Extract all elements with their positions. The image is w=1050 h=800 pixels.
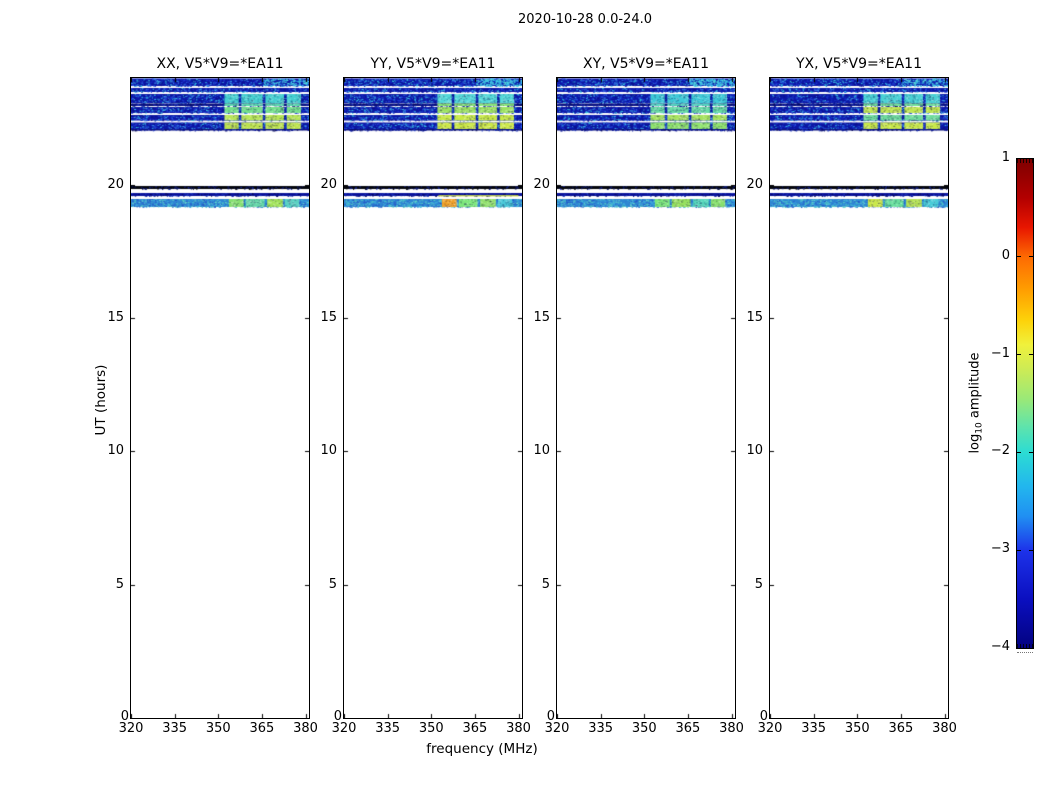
colorbar-label-prefix: log: [967, 433, 983, 454]
spectrogram-canvas-xy: [557, 78, 735, 718]
y-tick-label: 5: [754, 576, 763, 592]
x-tick-label: 320: [118, 721, 144, 736]
x-tick-label: 365: [462, 721, 488, 736]
colorbar-top-comb-ticks: [1017, 159, 1033, 163]
spectrogram-panel-xy: [556, 77, 736, 719]
y-tick-label: 0: [759, 709, 768, 724]
colorbar-bottom-comb-ticks: [1017, 644, 1033, 648]
colorbar-tick: [1029, 256, 1033, 258]
y-tick-label: 5: [328, 576, 337, 592]
colorbar-tick-label: −4: [990, 639, 1010, 654]
colorbar-tick: [1017, 354, 1021, 356]
spectrogram-canvas-yy: [344, 78, 522, 718]
panel-title-xy: XY, V5*V9=*EA11: [583, 56, 709, 72]
colorbar-tick: [1017, 549, 1021, 551]
y-tick-label: 15: [533, 310, 550, 325]
x-tick-label: 350: [418, 721, 444, 736]
colorbar-tick: [1029, 354, 1033, 356]
x-axis-label: frequency (MHz): [426, 741, 538, 757]
spectrogram-panel-xx: [130, 77, 310, 719]
x-tick-label: 365: [249, 721, 275, 736]
colorbar-tick: [1029, 451, 1033, 453]
y-tick-label: 10: [320, 443, 337, 459]
x-tick-label: 320: [331, 721, 357, 736]
colorbar-tick-label: 0: [1001, 247, 1010, 263]
x-tick-label: 380: [932, 721, 957, 736]
y-tick-label: 0: [120, 709, 129, 724]
y-tick-label: 10: [533, 443, 550, 459]
x-tick-label: 335: [375, 721, 401, 736]
x-tick-label: 335: [588, 721, 614, 736]
colorbar-tick: [1029, 549, 1033, 551]
y-tick-label: 20: [320, 176, 337, 192]
panel-title-yx: YX, V5*V9=*EA11: [796, 56, 922, 72]
x-tick-label: 365: [675, 721, 701, 736]
colorbar-tick: [1017, 256, 1021, 258]
spectrogram-canvas-yx: [770, 78, 948, 718]
x-tick-label: 365: [888, 721, 914, 736]
y-tick-label: 0: [333, 709, 342, 724]
y-tick-label: 5: [541, 576, 550, 592]
colorbar-label: log10 amplitude: [968, 352, 985, 453]
y-tick-label: 15: [746, 310, 763, 325]
y-tick-label: 20: [533, 176, 550, 192]
y-tick-label: 20: [746, 176, 763, 192]
colorbar-tick-label: −2: [990, 443, 1010, 459]
panel-title-xx: XX, V5*V9=*EA11: [156, 56, 284, 72]
colorbar-tick-label: 1: [1001, 150, 1010, 165]
y-axis-label: UT (hours): [93, 364, 109, 436]
x-tick-label: 350: [631, 721, 657, 736]
colorbar-tick-label: −3: [990, 541, 1010, 557]
x-tick-label: 380: [719, 721, 744, 736]
spectrogram-canvas-xx: [131, 78, 309, 718]
colorbar-tick-label: −1: [990, 345, 1010, 361]
colorbar-extend-dots: [1017, 652, 1033, 653]
x-tick-label: 350: [844, 721, 870, 736]
x-tick-label: 380: [293, 721, 318, 736]
y-tick-label: 0: [546, 709, 555, 724]
y-tick-label: 15: [320, 310, 337, 325]
x-tick-label: 320: [544, 721, 570, 736]
colorbar-label-suffix: amplitude: [967, 352, 983, 423]
y-tick-label: 20: [107, 176, 124, 192]
figure-title: 2020-10-28 0.0-24.0: [518, 12, 652, 27]
colorbar-label-subscript: 10: [974, 422, 985, 434]
y-tick-label: 15: [107, 310, 124, 325]
colorbar-tick: [1017, 451, 1021, 453]
x-tick-label: 335: [162, 721, 188, 736]
x-tick-label: 320: [757, 721, 783, 736]
x-tick-label: 380: [506, 721, 531, 736]
y-tick-label: 10: [107, 443, 124, 459]
spectrogram-panel-yy: [343, 77, 523, 719]
panel-title-yy: YY, V5*V9=*EA11: [370, 56, 496, 72]
y-tick-label: 5: [115, 576, 124, 592]
colorbar: [1016, 158, 1034, 649]
y-tick-label: 10: [746, 443, 763, 459]
x-tick-label: 350: [205, 721, 231, 736]
spectrogram-panel-yx: [769, 77, 949, 719]
x-tick-label: 335: [801, 721, 827, 736]
